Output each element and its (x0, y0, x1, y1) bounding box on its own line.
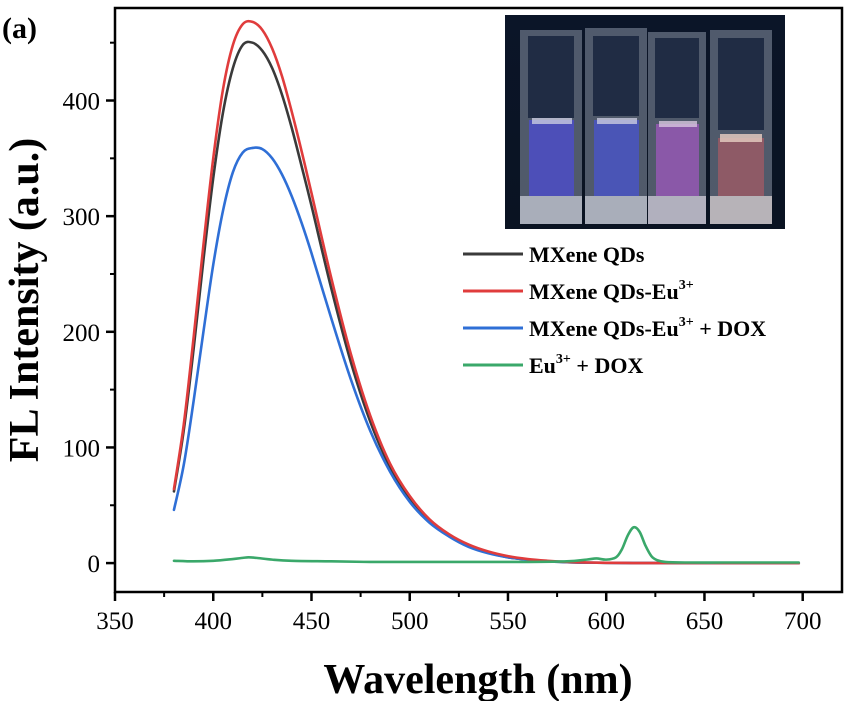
cuvette-3 (648, 32, 706, 224)
panel-label: (a) (2, 12, 37, 45)
plot-frame (113, 6, 844, 594)
x-axis-ticks: 350 400 450 500 550 600 650 700 (96, 592, 821, 635)
x-axis-title: Wavelength (nm) (323, 657, 632, 701)
y-tick-label: 100 (63, 435, 101, 462)
series-line-3 (172, 525, 801, 564)
legend-label: MXene QDs-Eu3+ + DOX (529, 315, 766, 341)
legend-label-base: Eu (529, 353, 556, 378)
x-tick-label: 500 (391, 608, 429, 635)
legend-label-base: MXene QDs-Eu (529, 279, 679, 304)
y-tick-label: 0 (88, 551, 101, 578)
inset-photo (505, 15, 785, 229)
y-tick-label: 300 (63, 204, 101, 231)
legend-label: MXene QDs (529, 242, 645, 267)
x-tick-label: 650 (686, 608, 724, 635)
x-tick-label: 400 (194, 608, 232, 635)
cuvette-4 (710, 30, 772, 224)
legend-label-suffix: + DOX (694, 316, 767, 341)
series-layer (172, 19, 801, 565)
legend-label-superscript: 3+ (556, 352, 571, 367)
y-tick-label: 400 (63, 89, 101, 116)
y-tick-label: 200 (63, 320, 101, 347)
legend-label-superscript: 3+ (679, 315, 694, 330)
legend-label: Eu3+ + DOX (529, 352, 643, 378)
cuvette-1 (520, 30, 582, 224)
legend-label: MXene QDs-Eu3+ (529, 278, 694, 304)
y-axis-title: FL Intensity (a.u.) (2, 138, 48, 462)
cuvette-2 (585, 28, 647, 224)
x-tick-label: 600 (587, 608, 625, 635)
legend-label-superscript: 3+ (679, 278, 694, 293)
x-tick-label: 550 (489, 608, 527, 635)
x-tick-label: 700 (784, 608, 822, 635)
x-tick-label: 350 (96, 608, 134, 635)
x-tick-label: 450 (293, 608, 331, 635)
legend-label-suffix: + DOX (571, 353, 644, 378)
legend-label-base: MXene QDs (529, 242, 645, 267)
y-axis-ticks: 0 100 200 300 400 (63, 41, 115, 578)
legend-label-base: MXene QDs-Eu (529, 316, 679, 341)
